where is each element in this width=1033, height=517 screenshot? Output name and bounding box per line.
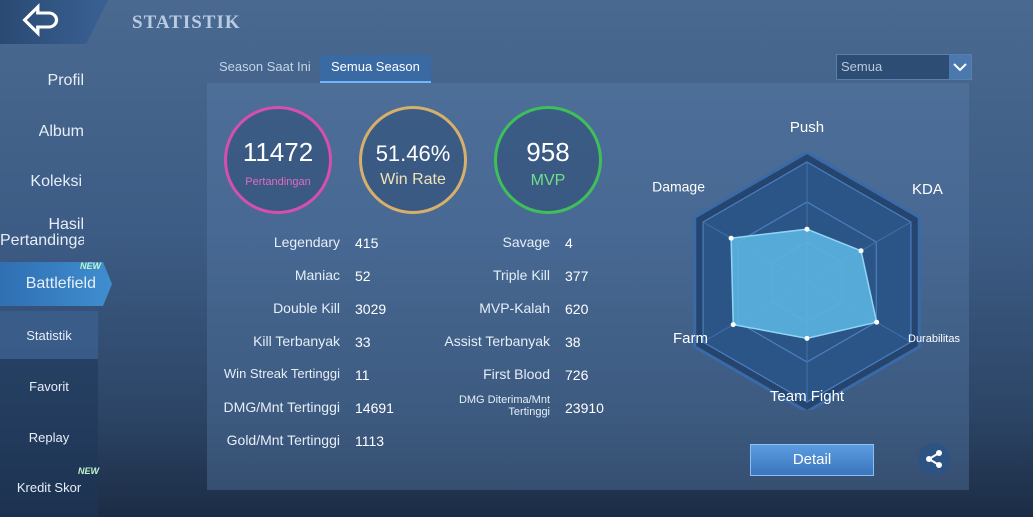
stat-value: 1113: [355, 433, 385, 449]
stat-label: Maniac: [294, 267, 340, 283]
nav-item[interactable]: Statistik: [26, 328, 72, 343]
nav-item[interactable]: Replay: [28, 430, 70, 445]
stat-value: 620: [565, 301, 589, 317]
summary-label: Win Rate: [380, 171, 446, 188]
active-submenu-bg: [0, 311, 98, 359]
nav-item[interactable]: Profil: [47, 72, 84, 89]
stat-label: Savage: [502, 234, 550, 250]
radar-axis-label: Damage: [652, 179, 705, 195]
stat-value: 11: [355, 367, 370, 383]
stat-value: 377: [565, 268, 589, 284]
tab-active[interactable]: Semua Season: [320, 55, 431, 83]
back-button[interactable]: [0, 0, 108, 44]
dropdown-arrow: [949, 55, 971, 79]
stat-label: MVP-Kalah: [479, 300, 550, 316]
nav-item[interactable]: Koleksi: [30, 173, 82, 190]
summary-value: 51.46%: [375, 141, 451, 166]
summary-circle: 11472 Pertandingan: [224, 106, 332, 214]
stat-value: 415: [355, 235, 379, 251]
radar-point: [858, 248, 864, 254]
dropdown[interactable]: Semua: [836, 54, 972, 80]
radar-axis-label: Farm: [673, 330, 708, 347]
new-badge: NEW: [80, 261, 101, 271]
radar-point: [730, 322, 736, 328]
nav-item[interactable]: Kredit Skor: [16, 480, 82, 495]
stat-value: 14691: [355, 400, 394, 416]
radar-axis-label: Team Fight: [770, 388, 845, 405]
stat-value: 23910: [565, 400, 604, 416]
summary-value: 11472: [242, 137, 314, 167]
page-title: STATISTIK: [132, 12, 241, 33]
radar-chart: Push KDA Durabilitas Team Fight Farm Damage: [652, 119, 960, 410]
nav-item[interactable]: Album: [38, 123, 84, 140]
stat-label: First Blood: [483, 366, 550, 382]
side-nav: Profil Album Koleksi Hasil Pertandingan Batt…: [0, 55, 118, 517]
stat-value: 3029: [355, 301, 387, 317]
radar-axis-label: KDA: [912, 181, 943, 198]
back-icon: [22, 3, 59, 37]
stat-label: DMG/Mnt Tertinggi: [223, 399, 340, 415]
radar-point: [804, 335, 810, 341]
stat-label: Kill Terbanyak: [253, 333, 340, 349]
stat-label: Triple Kill: [492, 267, 550, 283]
stat-value: 38: [565, 334, 581, 350]
tab[interactable]: Season Saat Ini: [219, 59, 311, 74]
summary-circle: 51.46% Win Rate: [359, 106, 467, 214]
stat-value: 33: [355, 334, 371, 350]
nav-item[interactable]: Favorit: [29, 379, 69, 394]
new-badge: NEW: [78, 466, 99, 476]
radar-axis-label: Push: [790, 119, 824, 136]
summary-circle: 958 MVP: [494, 106, 602, 214]
stat-label: Legendary: [273, 234, 340, 250]
stat-label: DMG Diterima/Mnt Tertinggi: [458, 394, 550, 418]
stat-label: Win Streak Tertinggi: [223, 366, 340, 381]
stat-value: 726: [565, 367, 589, 383]
radar-point: [874, 319, 880, 325]
summary-value: 958: [526, 137, 570, 167]
active-nav-bg: [0, 262, 112, 306]
stat-label: Double Kill: [273, 300, 340, 316]
nav-item[interactable]: Battlefield: [25, 275, 96, 292]
stat-label: Gold/Mnt Tertinggi: [226, 432, 340, 448]
dropdown-value: Semua: [841, 59, 883, 74]
stat-label: Assist Terbanyak: [444, 333, 550, 349]
radar-axis-label: Durabilitas: [908, 333, 960, 345]
stat-value: 4: [565, 235, 573, 251]
nav-item[interactable]: Hasil Pertandingan: [0, 217, 84, 249]
summary-label: Pertandingan: [245, 176, 311, 188]
summary-label: MVP: [530, 172, 566, 189]
share-button[interactable]: [918, 443, 950, 475]
radar-point: [728, 235, 734, 241]
detail-button[interactable]: Detail: [750, 444, 874, 476]
radar-point: [804, 226, 810, 232]
stat-value: 52: [355, 268, 371, 284]
